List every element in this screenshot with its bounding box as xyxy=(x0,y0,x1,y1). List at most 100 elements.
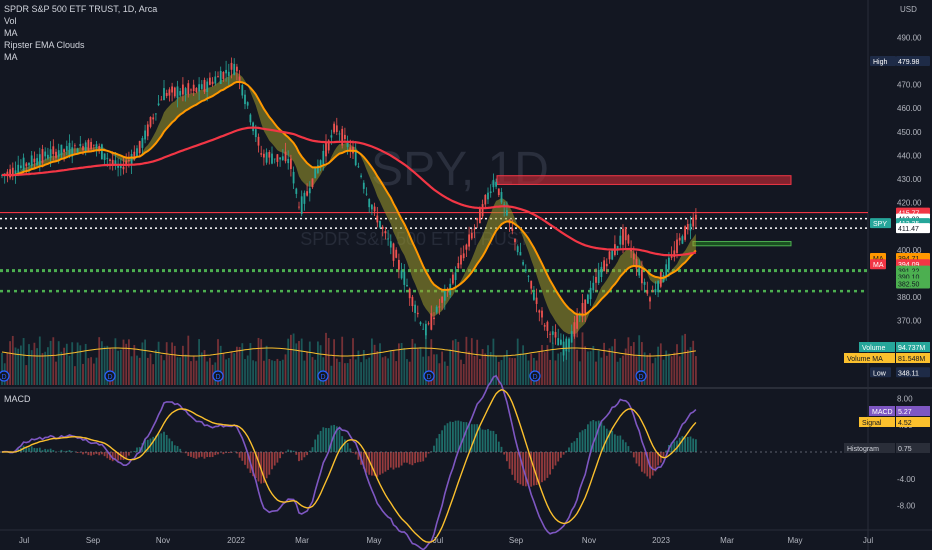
volume-bar xyxy=(65,343,68,385)
histogram-bar xyxy=(425,452,427,458)
dividend-marker: D xyxy=(529,370,541,382)
candle xyxy=(635,251,638,276)
volume-bar xyxy=(692,340,695,385)
volume-bar xyxy=(273,361,276,385)
low-label-tag xyxy=(870,367,891,378)
candle-body xyxy=(573,322,576,337)
level-390-value: 390.10 xyxy=(898,275,920,282)
candle-body xyxy=(225,69,227,74)
volume-bar xyxy=(568,339,570,385)
candle xyxy=(168,87,171,102)
volume-label: Volume MA 81.548M xyxy=(844,353,930,363)
candle xyxy=(392,242,395,267)
volume-bar xyxy=(74,366,76,385)
candle-body xyxy=(136,148,138,157)
volume-bar xyxy=(508,357,511,385)
candle xyxy=(541,307,543,325)
candle-body xyxy=(616,245,619,249)
symbol-title[interactable]: SPDR S&P 500 ETF TRUST, 1D, Arca xyxy=(4,4,158,14)
volume-bar xyxy=(443,361,446,385)
candle xyxy=(98,143,101,154)
volume-bar xyxy=(335,358,338,385)
candle xyxy=(265,148,268,165)
histogram-bar xyxy=(530,452,533,487)
candle-body xyxy=(427,323,430,325)
histogram-bar xyxy=(36,448,38,452)
histogram-bar xyxy=(335,426,338,452)
candle xyxy=(384,227,387,240)
candle xyxy=(576,308,578,338)
candle xyxy=(638,259,641,279)
histogram-bar xyxy=(398,452,400,468)
indicator-ema-clouds[interactable]: Ripster EMA Clouds xyxy=(4,40,85,50)
histogram-bar xyxy=(578,432,581,452)
candle-body xyxy=(71,147,74,157)
candle xyxy=(684,225,686,242)
candle xyxy=(308,181,311,202)
histogram-bar xyxy=(470,424,473,452)
volume-bar xyxy=(173,345,176,385)
volume-bar xyxy=(492,338,495,385)
candle-body xyxy=(360,175,362,177)
candle xyxy=(74,143,76,154)
histogram-bar xyxy=(144,439,146,452)
ma-red-line xyxy=(2,126,697,257)
indicator-ma-2[interactable]: MA xyxy=(4,52,18,62)
volume-bar xyxy=(603,342,605,385)
volume-bar xyxy=(109,347,111,385)
volume-bar xyxy=(578,361,581,385)
volume-value-bg xyxy=(896,353,930,363)
volume-bar xyxy=(295,343,298,385)
candle xyxy=(341,125,344,149)
volume-bar xyxy=(17,348,20,385)
volume-bar xyxy=(330,365,333,385)
volume-bar xyxy=(524,354,527,385)
candle xyxy=(176,80,179,108)
candle xyxy=(160,95,163,101)
histogram-bar xyxy=(414,452,416,464)
volume-bar xyxy=(192,355,195,385)
volume-bar xyxy=(665,350,668,385)
level-411-value-bg xyxy=(896,223,930,234)
candle xyxy=(157,94,160,107)
macd-value-text: 0.75 xyxy=(898,446,912,453)
macd-label-tag xyxy=(869,406,895,416)
candle xyxy=(17,155,20,177)
candle-body xyxy=(346,140,349,147)
time-tick: Nov xyxy=(156,536,170,545)
volume-bar xyxy=(198,339,200,385)
candle-body xyxy=(195,87,198,92)
histogram-bar xyxy=(57,451,60,452)
volume-bar xyxy=(30,350,33,385)
candle-body xyxy=(406,285,408,287)
volume-bar xyxy=(152,364,155,385)
histogram-bar xyxy=(665,450,668,452)
candle-body xyxy=(260,153,263,155)
candle-body xyxy=(357,166,360,168)
candle xyxy=(487,187,489,204)
histogram-bar xyxy=(643,452,646,474)
histogram-bar xyxy=(454,420,457,452)
high-label-value-bg xyxy=(896,56,930,67)
histogram-bar xyxy=(457,420,460,452)
macd-title[interactable]: MACD xyxy=(4,394,31,404)
candle xyxy=(36,153,38,166)
candle xyxy=(138,140,141,157)
candle xyxy=(217,71,219,78)
candle-body xyxy=(419,322,422,325)
dividend-marker: D xyxy=(0,370,10,382)
volume-bar xyxy=(379,343,381,385)
histogram-bar xyxy=(38,447,41,452)
indicator-vol[interactable]: Vol xyxy=(4,16,17,26)
candle xyxy=(20,159,22,171)
indicator-ma[interactable]: MA xyxy=(4,28,18,38)
candle xyxy=(30,151,33,169)
candle-body xyxy=(227,71,230,76)
candle-body xyxy=(371,204,373,210)
dividend-label: D xyxy=(320,374,325,381)
candle xyxy=(581,294,584,323)
candle-body xyxy=(44,151,47,157)
volume-bar xyxy=(68,355,71,385)
candle-body xyxy=(90,142,92,150)
